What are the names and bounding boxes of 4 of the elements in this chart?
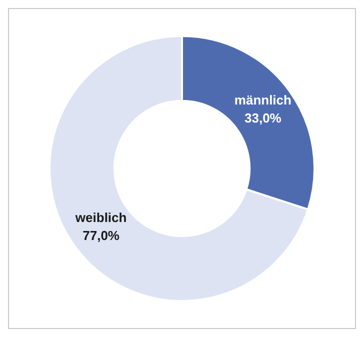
data-label: 33,0% — [244, 110, 282, 126]
slice-label: weiblich — [74, 210, 127, 225]
data-label: 77,0% — [82, 228, 120, 243]
slice-label: männlich — [234, 92, 292, 108]
